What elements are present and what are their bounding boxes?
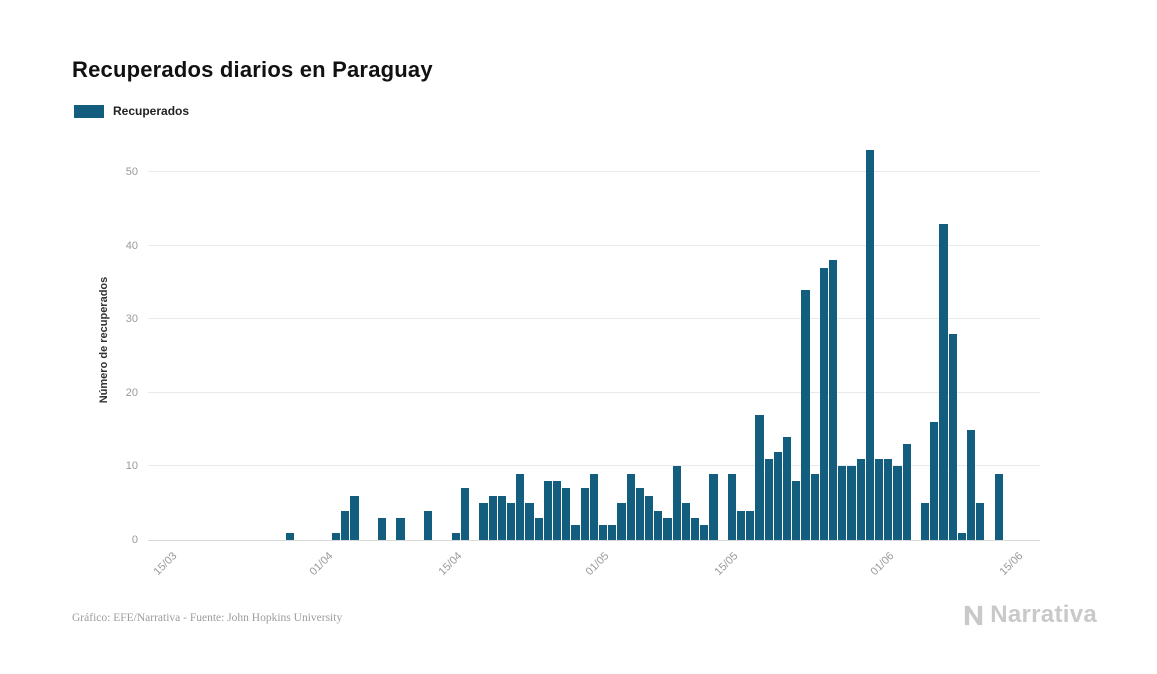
y-tick-label: 30 [125, 313, 138, 326]
bar [350, 495, 359, 540]
gridline [148, 391, 1040, 393]
bar [921, 503, 930, 540]
bar [865, 149, 875, 540]
bar [930, 422, 939, 540]
bar [589, 473, 598, 540]
bar [617, 503, 626, 540]
bar [644, 495, 654, 540]
bar [727, 473, 736, 540]
bar [571, 525, 580, 540]
bar [635, 488, 644, 540]
bar [654, 510, 663, 540]
x-tick-label: 15/05 [712, 550, 741, 578]
bar [819, 267, 829, 540]
bar [755, 414, 764, 540]
y-tick-label: 20 [125, 386, 138, 399]
plot-area [148, 145, 1040, 541]
bar [396, 517, 405, 540]
x-tick-label: 15/06 [997, 550, 1026, 578]
bar [525, 503, 534, 540]
gridline [148, 465, 1040, 467]
bar [516, 473, 525, 540]
bar [829, 260, 838, 540]
legend-label: Recuperados [113, 104, 190, 118]
bar [534, 517, 543, 540]
y-axis: 0 10 20 30 40 50 [0, 145, 140, 546]
bar [286, 532, 295, 540]
x-tick-label: 01/05 [583, 550, 612, 578]
legend: Recuperados [74, 104, 189, 118]
brand-logo: Narrativa [960, 601, 1097, 629]
bar [626, 473, 635, 540]
bar [460, 488, 470, 540]
gridline [148, 318, 1040, 320]
bar [598, 525, 608, 540]
bar [580, 488, 589, 540]
x-axis: 15/03 01/04 15/04 01/05 15/05 01/06 15/06 [148, 540, 1040, 610]
y-tick-label: 40 [125, 239, 138, 252]
bar [939, 223, 948, 540]
bar [994, 473, 1003, 540]
bar [810, 473, 819, 540]
bar [378, 517, 387, 540]
bar [967, 429, 976, 540]
bar [792, 481, 801, 540]
bar [424, 510, 433, 540]
gridline [148, 244, 1040, 246]
legend-swatch [74, 104, 104, 118]
bar [562, 488, 571, 540]
bar [543, 481, 552, 540]
bar [700, 525, 709, 540]
page-title: Recuperados diarios en Paraguay [72, 56, 433, 82]
bar [332, 532, 341, 540]
bar [746, 510, 755, 540]
bar [801, 289, 810, 540]
source-credit: Gráfico: EFE/Narrativa - Fuente: John Ho… [72, 612, 343, 624]
bar [737, 510, 746, 540]
y-tick-label: 50 [125, 166, 138, 178]
bar [672, 466, 681, 540]
bar [884, 459, 893, 540]
y-tick-label: 10 [125, 460, 138, 473]
y-tick-label: 0 [131, 534, 138, 546]
bar [773, 451, 783, 540]
bars [148, 145, 1040, 540]
bar [479, 503, 488, 540]
bar [451, 532, 460, 540]
bar [838, 466, 847, 540]
gridline [148, 171, 1040, 172]
bar [663, 517, 672, 540]
bar [506, 503, 516, 540]
bar [875, 459, 884, 540]
bar [893, 466, 902, 540]
bar [497, 495, 506, 540]
bar [847, 466, 856, 540]
bar [957, 532, 967, 540]
x-tick-label: 15/03 [151, 550, 180, 578]
bar [948, 333, 957, 540]
bar [709, 473, 718, 540]
bar [681, 503, 690, 540]
bar [488, 495, 497, 540]
x-tick-label: 01/06 [868, 550, 897, 578]
brand-name: Narrativa [990, 601, 1097, 628]
bar [608, 525, 617, 540]
bar [341, 510, 350, 540]
bar [976, 503, 985, 540]
bar [764, 459, 773, 540]
narrativa-logo-icon [960, 602, 987, 629]
x-tick-label: 15/04 [436, 550, 465, 578]
bar [902, 444, 911, 540]
bar [783, 436, 792, 540]
x-tick-label: 01/04 [307, 550, 336, 578]
bar [690, 517, 700, 540]
bar [552, 481, 562, 540]
bar [856, 459, 865, 540]
